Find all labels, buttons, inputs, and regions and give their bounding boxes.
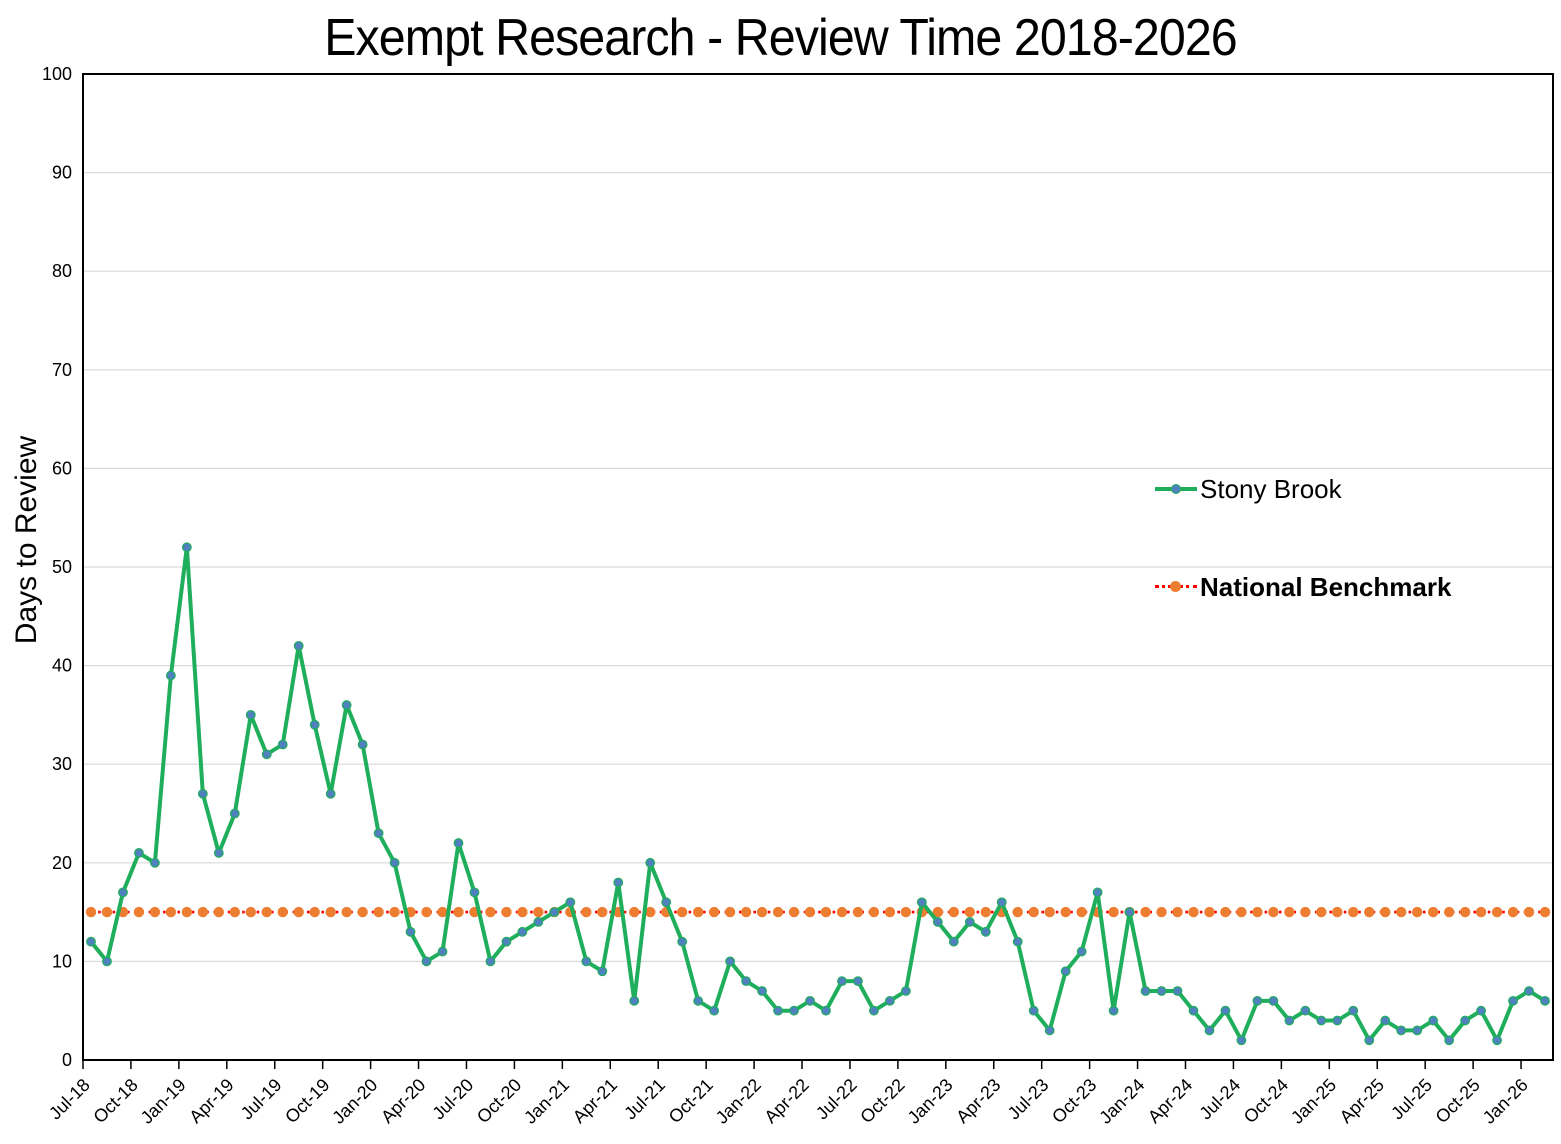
svg-text:Apr-23: Apr-23 bbox=[952, 1075, 1004, 1127]
benchmark-marker-swatch bbox=[1170, 581, 1181, 592]
svg-text:Oct-22: Oct-22 bbox=[856, 1075, 908, 1127]
svg-text:Oct-24: Oct-24 bbox=[1240, 1075, 1292, 1127]
svg-text:Apr-21: Apr-21 bbox=[569, 1075, 621, 1127]
svg-text:Jul-19: Jul-19 bbox=[237, 1075, 286, 1124]
svg-text:0: 0 bbox=[62, 1050, 72, 1070]
svg-text:30: 30 bbox=[52, 754, 72, 774]
svg-text:Oct-23: Oct-23 bbox=[1048, 1075, 1100, 1127]
svg-text:Jul-23: Jul-23 bbox=[1004, 1075, 1053, 1124]
svg-text:Jan-24: Jan-24 bbox=[1095, 1075, 1148, 1128]
legend-item-stony-brook: Stony Brook bbox=[1155, 472, 1342, 506]
svg-text:10: 10 bbox=[52, 951, 72, 971]
svg-text:Jan-26: Jan-26 bbox=[1479, 1075, 1532, 1128]
chart-title: Exempt Research - Review Time 2018-2026 bbox=[324, 9, 1237, 67]
svg-text:40: 40 bbox=[52, 656, 72, 676]
svg-text:50: 50 bbox=[52, 557, 72, 577]
stony-brook-series bbox=[86, 542, 1550, 1046]
y-axis-labels: 0 10 20 30 40 50 60 70 80 90 100 bbox=[42, 64, 72, 1070]
svg-text:Jan-20: Jan-20 bbox=[328, 1075, 381, 1128]
svg-text:Jan-22: Jan-22 bbox=[712, 1075, 765, 1128]
svg-text:Jul-20: Jul-20 bbox=[428, 1075, 477, 1124]
svg-text:Jan-19: Jan-19 bbox=[137, 1075, 190, 1128]
svg-text:Jul-21: Jul-21 bbox=[620, 1075, 669, 1124]
national-benchmark-series bbox=[85, 906, 1551, 918]
svg-text:Apr-20: Apr-20 bbox=[377, 1075, 429, 1127]
svg-text:Apr-22: Apr-22 bbox=[761, 1075, 813, 1127]
plot-border bbox=[82, 73, 1554, 1061]
svg-text:Jul-24: Jul-24 bbox=[1195, 1075, 1244, 1124]
svg-text:20: 20 bbox=[52, 853, 72, 873]
svg-text:60: 60 bbox=[52, 458, 72, 478]
svg-text:Oct-19: Oct-19 bbox=[281, 1075, 333, 1127]
svg-text:Jan-23: Jan-23 bbox=[904, 1075, 957, 1128]
svg-text:Jul-25: Jul-25 bbox=[1387, 1075, 1436, 1124]
svg-text:Jan-21: Jan-21 bbox=[520, 1075, 573, 1128]
svg-text:80: 80 bbox=[52, 261, 72, 281]
gridlines bbox=[83, 172, 1553, 963]
svg-text:90: 90 bbox=[52, 163, 72, 183]
legend-label-national-benchmark: National Benchmark bbox=[1200, 571, 1452, 602]
svg-text:Oct-20: Oct-20 bbox=[473, 1075, 525, 1127]
svg-text:70: 70 bbox=[52, 360, 72, 380]
svg-text:Jul-18: Jul-18 bbox=[45, 1075, 94, 1124]
x-axis-ticks bbox=[82, 1060, 1522, 1069]
svg-text:Apr-24: Apr-24 bbox=[1144, 1075, 1196, 1127]
svg-text:Oct-25: Oct-25 bbox=[1432, 1075, 1484, 1127]
svg-text:Oct-21: Oct-21 bbox=[665, 1075, 717, 1127]
stony-brook-legend-glyph bbox=[1155, 472, 1197, 506]
svg-text:Oct-18: Oct-18 bbox=[89, 1075, 141, 1127]
legend-item-national-benchmark: National Benchmark bbox=[1155, 570, 1451, 604]
legend-label-stony-brook: Stony Brook bbox=[1200, 473, 1342, 504]
svg-text:Jul-22: Jul-22 bbox=[812, 1075, 861, 1124]
svg-text:100: 100 bbox=[42, 64, 72, 84]
stony-brook-marker-swatch bbox=[1171, 484, 1181, 494]
svg-text:Apr-19: Apr-19 bbox=[185, 1075, 237, 1127]
svg-text:Apr-25: Apr-25 bbox=[1336, 1075, 1388, 1127]
svg-text:Jan-25: Jan-25 bbox=[1287, 1075, 1340, 1128]
benchmark-legend-glyph bbox=[1155, 570, 1197, 604]
